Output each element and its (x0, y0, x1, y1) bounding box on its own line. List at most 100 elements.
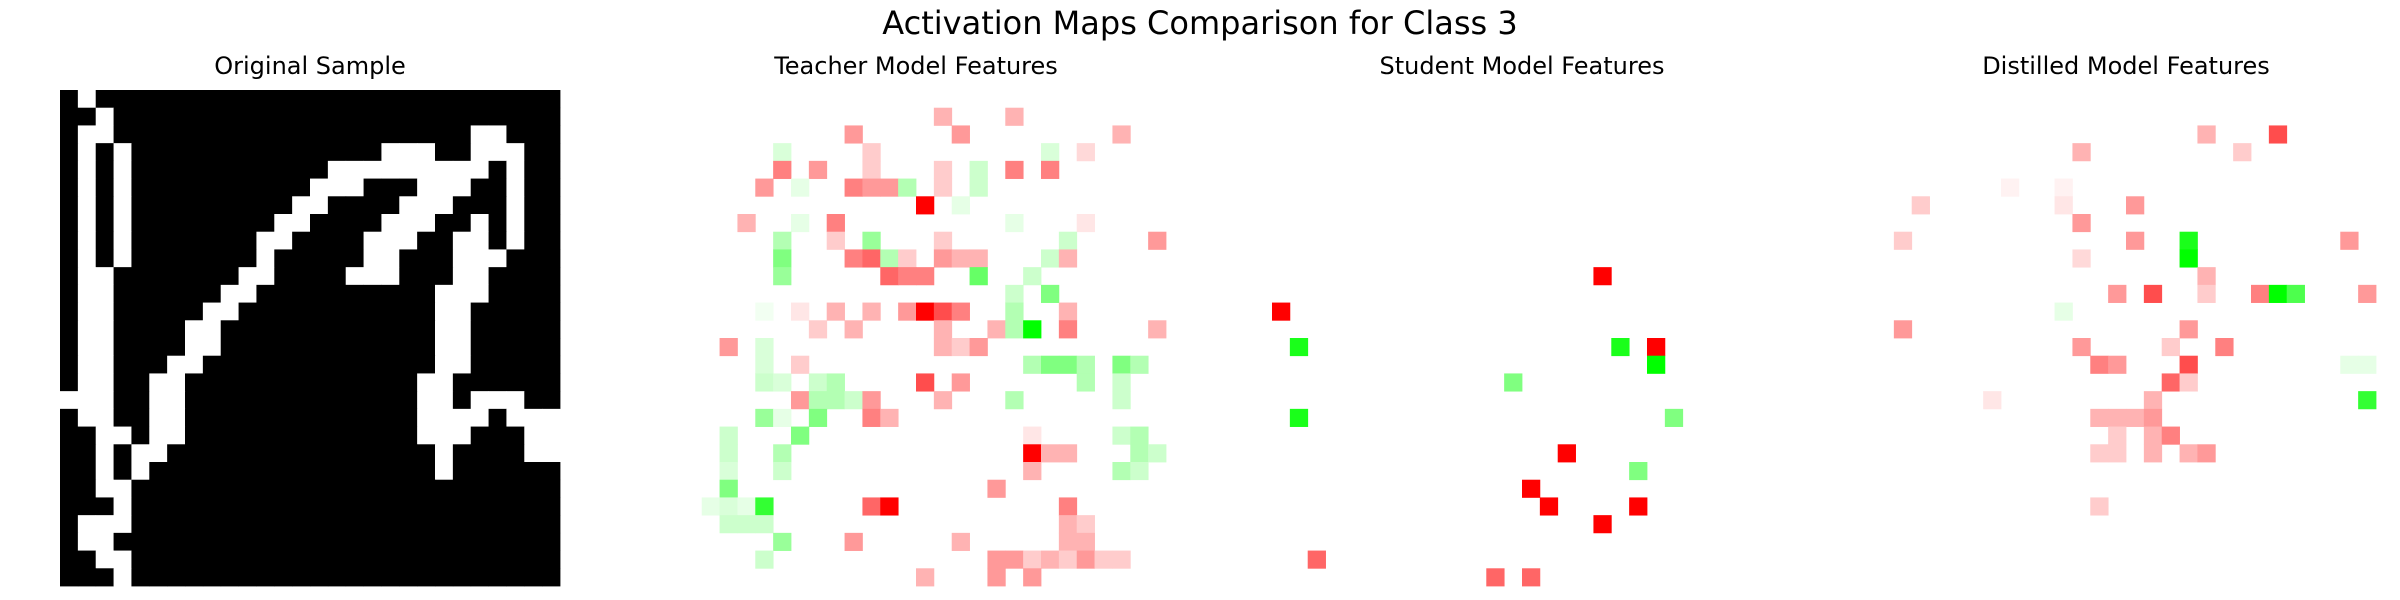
heatmap-cell (933, 320, 953, 339)
heatmap-cell (167, 408, 186, 427)
heatmap-cell (2268, 125, 2288, 144)
heatmap-cell (755, 550, 774, 569)
heatmap-cell (167, 267, 186, 286)
heatmap-cell (345, 178, 364, 197)
heatmap-cell (149, 338, 168, 357)
heatmap-cell (844, 532, 863, 551)
heatmap-cell (417, 214, 436, 233)
heatmap-cell (238, 550, 257, 569)
heatmap-cell (149, 320, 168, 339)
heatmap-cell (327, 426, 347, 445)
heatmap-cell (1522, 479, 1541, 498)
heatmap-cell (381, 249, 400, 268)
heatmap-cell (220, 532, 239, 551)
heatmap-cell (506, 355, 525, 374)
heatmap-cell (1289, 408, 1309, 427)
heatmap-cell (470, 214, 489, 233)
heatmap-cell (167, 284, 186, 303)
heatmap-cell (292, 355, 311, 374)
heatmap-cell (1522, 568, 1541, 587)
heatmap-cell (808, 391, 828, 410)
heatmap-cell (185, 532, 204, 551)
heatmap-cell (60, 515, 79, 534)
heatmap-cell (2197, 284, 2216, 303)
heatmap-cell (381, 302, 400, 321)
heatmap-cell (185, 444, 204, 463)
panel-title: Distilled Model Features (1982, 52, 2270, 80)
heatmap-cell (95, 515, 114, 534)
heatmap-cell (2072, 338, 2091, 357)
heatmap-cell (167, 391, 186, 410)
heatmap-cell (363, 373, 382, 392)
heatmap-cell (185, 231, 204, 250)
heatmap-cell (488, 408, 507, 427)
heatmap-cell (77, 267, 97, 286)
heatmap-cell (256, 249, 275, 268)
heatmap-cell (149, 214, 168, 233)
heatmap-cell (524, 143, 543, 162)
heatmap-cell (773, 143, 792, 162)
heatmap-cell (773, 408, 792, 427)
heatmap-cell (274, 107, 293, 126)
heatmap-cell (292, 408, 311, 427)
heatmap-cell (113, 462, 132, 481)
heatmap-cell (1023, 550, 1042, 569)
heatmap-cell (131, 532, 150, 551)
heatmap-cell (238, 160, 257, 179)
heatmap-cell (452, 568, 472, 587)
heatmap-cell (2251, 284, 2270, 303)
heatmap-cell (951, 302, 970, 321)
heatmap-cell (185, 338, 204, 357)
heatmap-cell (1272, 302, 1291, 321)
heatmap-cell (131, 320, 150, 339)
heatmap-cell (95, 143, 114, 162)
heatmap-cell (435, 320, 454, 339)
heatmap-cell (131, 497, 150, 516)
heatmap-cell (238, 568, 257, 587)
heatmap-cell (791, 214, 810, 233)
heatmap-cell (737, 214, 756, 233)
heatmap-cell (131, 338, 150, 357)
heatmap-cell (202, 284, 222, 303)
heatmap-cell (1058, 320, 1078, 339)
heatmap-cell (238, 515, 257, 534)
heatmap-cell (470, 426, 489, 445)
heatmap-cell (381, 338, 400, 357)
heatmap-cell (77, 391, 97, 410)
heatmap-cell (1130, 426, 1149, 445)
heatmap-cell (898, 267, 917, 286)
heatmap-cell (220, 302, 239, 321)
heatmap-cell (1130, 355, 1149, 374)
heatmap-cell (844, 249, 863, 268)
heatmap-cell (345, 568, 364, 587)
heatmap-cell (2161, 338, 2180, 357)
heatmap-cell (310, 532, 329, 551)
heatmap-cell (345, 107, 364, 126)
heatmap-cell (149, 462, 168, 481)
heatmap-cell (1647, 338, 1666, 357)
heatmap-cell (2090, 355, 2109, 374)
heatmap-cell (506, 426, 525, 445)
heatmap-cell (506, 267, 525, 286)
heatmap-cell (345, 532, 364, 551)
heatmap-cell (149, 550, 168, 569)
heatmap-cell (220, 143, 239, 162)
heatmap-cell (488, 214, 507, 233)
heatmap-cell (256, 178, 275, 197)
heatmap-cell (542, 355, 561, 374)
heatmap-cell (399, 284, 418, 303)
heatmap-cell (506, 444, 525, 463)
heatmap-cell (60, 160, 79, 179)
heatmap-cell (506, 90, 525, 109)
heatmap-cell (1005, 107, 1024, 126)
figure-title: Activation Maps Comparison for Class 3 (882, 4, 1518, 42)
heatmap-cell (542, 515, 561, 534)
heatmap-cell (131, 373, 150, 392)
heatmap-cell (363, 231, 382, 250)
heatmap-cell (524, 355, 543, 374)
heatmap-cell (363, 214, 382, 233)
heatmap-cell (113, 231, 132, 250)
heatmap-cell (1307, 550, 1326, 569)
heatmap-cell (1647, 355, 1666, 374)
heatmap-cell (2161, 373, 2180, 392)
